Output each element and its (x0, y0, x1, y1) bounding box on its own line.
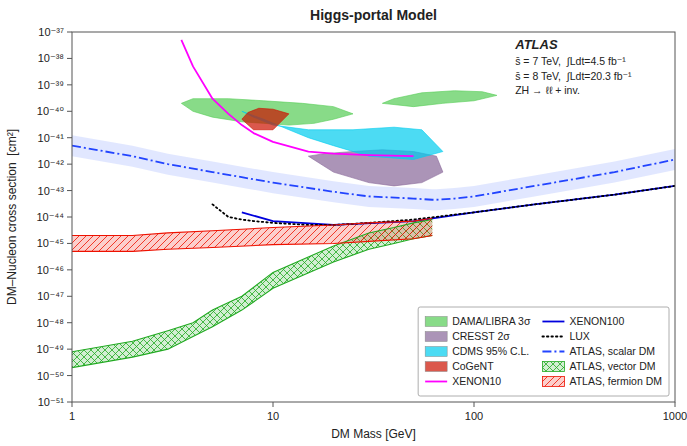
line (212, 186, 675, 225)
y-tick-label: 10⁻³⁸ (38, 52, 64, 64)
x-tick-label: 100 (465, 410, 483, 422)
y-tick-label: 10⁻⁵¹ (38, 396, 65, 408)
legend: DAMA/LIBRA 3σ CRESST 2σ CDMS 95% C.L. CoGeN… (418, 307, 669, 396)
line (72, 146, 675, 200)
y-tick-label: 10⁻⁴⁶ (37, 264, 64, 276)
y-tick-label: 10⁻⁴⁴ (37, 211, 65, 223)
x-tick (675, 402, 676, 407)
x-axis-label: DM Mass [GeV] (331, 427, 416, 441)
y-tick (67, 217, 72, 218)
legend-label: DAMA/LIBRA 3σ (452, 315, 531, 327)
legend-box (418, 307, 669, 396)
x-tick (273, 402, 274, 407)
y-tick (67, 137, 72, 138)
x-tick (474, 402, 475, 407)
axes: 1 10 100 1000 10⁻⁵¹ 10⁻⁵⁰ 10⁻⁴⁹ 10⁻⁴⁸ 10⁻⁴⁷ 10⁻⁴⁶… (37, 26, 687, 422)
legend-swatch (425, 317, 447, 327)
y-tick-label: 10⁻⁴⁸ (37, 317, 64, 329)
x-tick (72, 402, 73, 407)
y-tick (67, 32, 72, 33)
x-tick-label: 1000 (663, 410, 687, 422)
y-tick (67, 164, 72, 165)
y-tick (67, 322, 72, 323)
region (382, 91, 497, 107)
legend-label: ATLAS, scalar DM (569, 345, 655, 357)
region (242, 108, 289, 129)
y-tick (67, 349, 72, 350)
legend-label: CRESST 2σ (452, 330, 510, 342)
y-tick-label: 10⁻⁴¹ (38, 132, 65, 144)
annotation: s̄ = 8 TeV, ∫Ldt=20.3 fb⁻¹ (515, 70, 632, 82)
y-tick (67, 296, 72, 297)
legend-swatch (425, 332, 447, 342)
legend-label: ATLAS, fermion DM (569, 375, 662, 387)
band-edge-low (72, 235, 432, 367)
y-tick-label: 10⁻⁵⁰ (37, 370, 65, 382)
legend-swatch (542, 336, 564, 338)
y-tick (67, 111, 72, 112)
y-tick (67, 243, 72, 244)
legend-label: XENON100 (569, 315, 624, 327)
y-tick-label: 10⁻⁴² (38, 158, 65, 170)
y-tick-label: 10⁻⁴⁹ (37, 343, 64, 355)
y-tick-label: 10⁻⁴⁵ (37, 237, 64, 249)
title: Higgs-portal Model (310, 7, 437, 23)
y-tick (67, 190, 72, 191)
x-tick-label: 1 (69, 410, 75, 422)
line (242, 186, 675, 225)
y-axis-label: DM–Nucleon cross section [cm²] (5, 129, 19, 305)
legend-swatch (542, 377, 564, 387)
legend-label: ATLAS, vector DM (569, 360, 655, 372)
plot-frame (72, 32, 675, 402)
y-tick (67, 58, 72, 59)
annotations: ATLAS s̄ = 7 TeV, ∫Ldt=4.5 fb⁻¹ s̄ = 8 TeV… (514, 37, 632, 96)
x-tick-label: 10 (267, 410, 279, 422)
y-tick (67, 402, 72, 403)
legend-swatch (425, 362, 447, 372)
y-tick-label: 10⁻⁴⁷ (37, 290, 64, 302)
legend-swatch (425, 347, 447, 357)
y-tick (67, 84, 72, 85)
legend-swatch (542, 321, 564, 323)
line (181, 40, 413, 156)
band-edge-high (72, 218, 432, 235)
annotation: ATLAS (514, 37, 558, 52)
annotation: s̄ = 7 TeV, ∫Ldt=4.5 fb⁻¹ (515, 55, 626, 67)
y-tick (67, 375, 72, 376)
legend-swatch (425, 381, 447, 383)
y-tick-label: 10⁻³⁹ (38, 79, 64, 91)
y-tick-label: 10⁻⁴⁰ (37, 105, 65, 117)
legend-label: XENON10 (452, 375, 501, 387)
legend-label: LUX (569, 330, 589, 342)
y-tick (67, 269, 72, 270)
band-edge-low (72, 235, 432, 251)
plot-area (72, 40, 675, 368)
plot-background (72, 32, 675, 402)
y-tick-label: 10⁻⁴³ (38, 185, 65, 197)
chart: 1 10 100 1000 10⁻⁵¹ 10⁻⁵⁰ 10⁻⁴⁹ 10⁻⁴⁸ 10⁻⁴⁷ 10⁻⁴⁶… (0, 0, 687, 446)
legend-label: CoGeNT (452, 360, 494, 372)
band-edge-high (72, 220, 432, 352)
y-tick-label: 10⁻³⁷ (38, 26, 64, 38)
legend-swatch (542, 351, 564, 353)
annotation: ZH → ℓℓ + inv. (515, 84, 580, 96)
legend-swatch (542, 362, 564, 372)
legend-label: CDMS 95% C.L. (452, 345, 529, 357)
